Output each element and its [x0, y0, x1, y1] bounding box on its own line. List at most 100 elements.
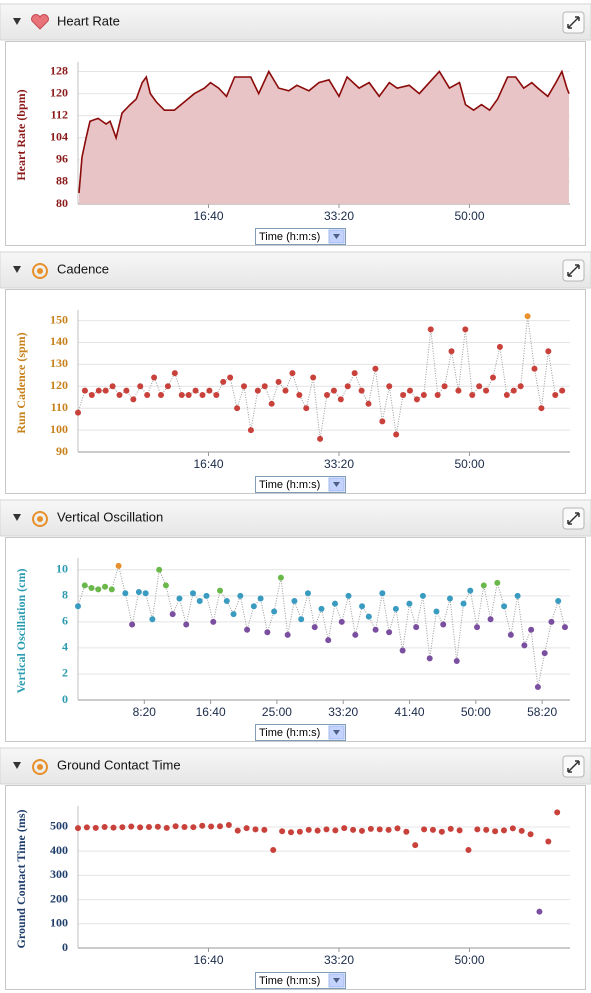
- point: [494, 579, 501, 586]
- point: [95, 586, 102, 593]
- point: [433, 608, 440, 615]
- point: [163, 824, 170, 831]
- x-tick-label: 16:40: [193, 209, 223, 223]
- point: [403, 828, 410, 835]
- collapse-toggle[interactable]: [13, 266, 21, 273]
- point: [223, 598, 230, 605]
- point: [392, 605, 399, 612]
- point: [421, 826, 428, 833]
- point: [101, 823, 108, 830]
- point: [102, 387, 109, 394]
- point: [75, 409, 81, 416]
- x-selector[interactable]: [255, 476, 346, 493]
- y-tick-label: 110: [51, 400, 68, 414]
- point: [412, 842, 419, 849]
- point: [206, 387, 213, 394]
- point: [455, 387, 462, 394]
- x-tick-label: 16:40: [196, 705, 226, 719]
- point: [216, 823, 223, 830]
- point: [503, 392, 510, 399]
- y-tick-label: 128: [50, 63, 68, 77]
- collapse-toggle[interactable]: [13, 18, 21, 25]
- point: [358, 827, 365, 834]
- point: [483, 387, 490, 394]
- point: [244, 626, 251, 633]
- point: [137, 383, 144, 390]
- point: [189, 590, 196, 597]
- panel-title: Ground Contact Time: [57, 757, 181, 772]
- y-tick-label: 4: [62, 640, 68, 654]
- y-tick-label: 100: [50, 916, 68, 930]
- panel-header: [0, 3, 591, 41]
- point: [393, 431, 400, 438]
- point: [365, 400, 372, 407]
- x-selector-arrow: [333, 978, 340, 983]
- point: [487, 616, 494, 623]
- point: [531, 365, 538, 372]
- point: [427, 326, 434, 333]
- point: [158, 392, 165, 399]
- point: [330, 387, 337, 394]
- expand-icon: [567, 16, 580, 29]
- x-tick-label: 25:00: [262, 705, 292, 719]
- point: [524, 313, 531, 320]
- point: [135, 588, 142, 595]
- point: [169, 611, 176, 618]
- x-selector[interactable]: [255, 724, 346, 741]
- point: [108, 586, 115, 593]
- point: [230, 611, 237, 618]
- line: [78, 69, 570, 194]
- point: [490, 374, 497, 381]
- collapse-toggle[interactable]: [13, 762, 21, 769]
- point: [217, 587, 224, 594]
- point: [545, 838, 552, 845]
- collapse-toggle[interactable]: [13, 514, 21, 521]
- x-tick-label: 33:20: [324, 457, 354, 471]
- point: [203, 592, 210, 599]
- x-tick-label: 50:00: [454, 953, 484, 967]
- point: [338, 618, 345, 625]
- runner-icon-core: [37, 268, 43, 274]
- point: [261, 826, 268, 833]
- point: [196, 598, 203, 605]
- point: [102, 583, 109, 590]
- y-tick-label: 80: [56, 196, 68, 210]
- x-selector[interactable]: [255, 228, 346, 245]
- point: [199, 392, 206, 399]
- point: [385, 826, 392, 833]
- point: [81, 582, 88, 589]
- y-tick-label: 8: [62, 588, 68, 602]
- point: [467, 587, 474, 594]
- point: [386, 383, 393, 390]
- point: [345, 592, 352, 599]
- x-tick-label: 50:00: [454, 457, 484, 471]
- point: [483, 826, 490, 833]
- y-axis-label: Vertical Oscillation (cm): [14, 569, 28, 694]
- point: [517, 383, 524, 390]
- point: [314, 827, 321, 834]
- point: [344, 383, 351, 390]
- y-tick-label: 100: [50, 422, 68, 436]
- point: [552, 392, 559, 399]
- y-tick-label: 10: [56, 562, 68, 576]
- chart-box: [5, 537, 586, 742]
- point: [75, 603, 81, 610]
- y-tick-label: 96: [56, 152, 68, 166]
- x-selector-label: Time (h:m:s): [259, 479, 320, 491]
- y-tick-label: 6: [62, 614, 68, 628]
- point: [379, 590, 386, 597]
- point: [81, 387, 88, 394]
- point: [555, 598, 562, 605]
- point: [332, 827, 339, 834]
- point: [115, 562, 122, 569]
- point: [171, 370, 178, 377]
- point: [282, 387, 289, 394]
- point: [420, 392, 427, 399]
- y-tick-label: 150: [50, 312, 68, 326]
- point: [162, 582, 169, 589]
- point: [413, 396, 420, 403]
- point: [407, 387, 414, 394]
- x-selector[interactable]: [255, 972, 346, 989]
- point: [372, 626, 379, 633]
